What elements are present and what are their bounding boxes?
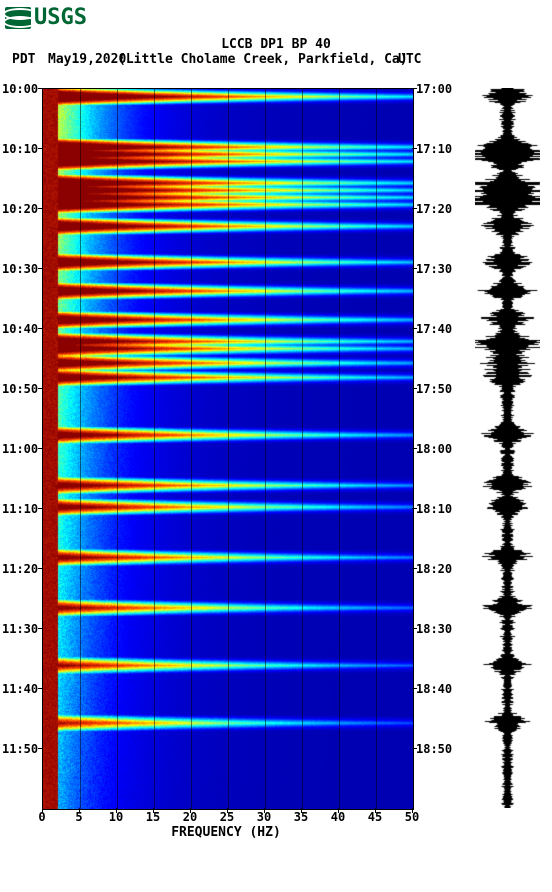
waveform-panel [475,88,540,808]
waveform-canvas [475,88,540,808]
y-tick-right: 17:00 [416,82,452,96]
y-tick-left: 10:30 [2,262,38,276]
usgs-wave-icon [5,7,31,29]
y-tick-left: 11:30 [2,622,38,636]
location-label: (Little Cholame Creek, Parkfield, Ca) [118,52,408,67]
y-tick-right: 18:10 [416,502,452,516]
usgs-logo: USGS [5,5,87,30]
y-tick-right: 18:00 [416,442,452,456]
y-tick-left: 10:40 [2,322,38,336]
y-tick-right: 18:40 [416,682,452,696]
y-tick-left: 11:10 [2,502,38,516]
y-tick-right: 17:10 [416,142,452,156]
usgs-logo-text: USGS [34,5,87,30]
y-tick-right: 18:30 [416,622,452,636]
y-tick-right: 17:20 [416,202,452,216]
y-tick-right: 17:50 [416,382,452,396]
x-axis-label: FREQUENCY (HZ) [0,825,502,840]
y-tick-left: 11:50 [2,742,38,756]
y-tick-right: 17:40 [416,322,452,336]
spectrogram-plot [42,88,414,810]
y-tick-left: 10:00 [2,82,38,96]
y-tick-right: 18:20 [416,562,452,576]
date-label: May19,2020 [48,52,126,67]
pdt-label: PDT [12,52,35,67]
chart-title: LCCB DP1 BP 40 [0,37,552,52]
y-tick-right: 18:50 [416,742,452,756]
y-tick-left: 11:00 [2,442,38,456]
utc-label: UTC [398,52,421,67]
y-tick-right: 17:30 [416,262,452,276]
y-tick-left: 10:50 [2,382,38,396]
y-tick-left: 10:20 [2,202,38,216]
y-tick-left: 11:40 [2,682,38,696]
y-tick-left: 11:20 [2,562,38,576]
y-tick-left: 10:10 [2,142,38,156]
